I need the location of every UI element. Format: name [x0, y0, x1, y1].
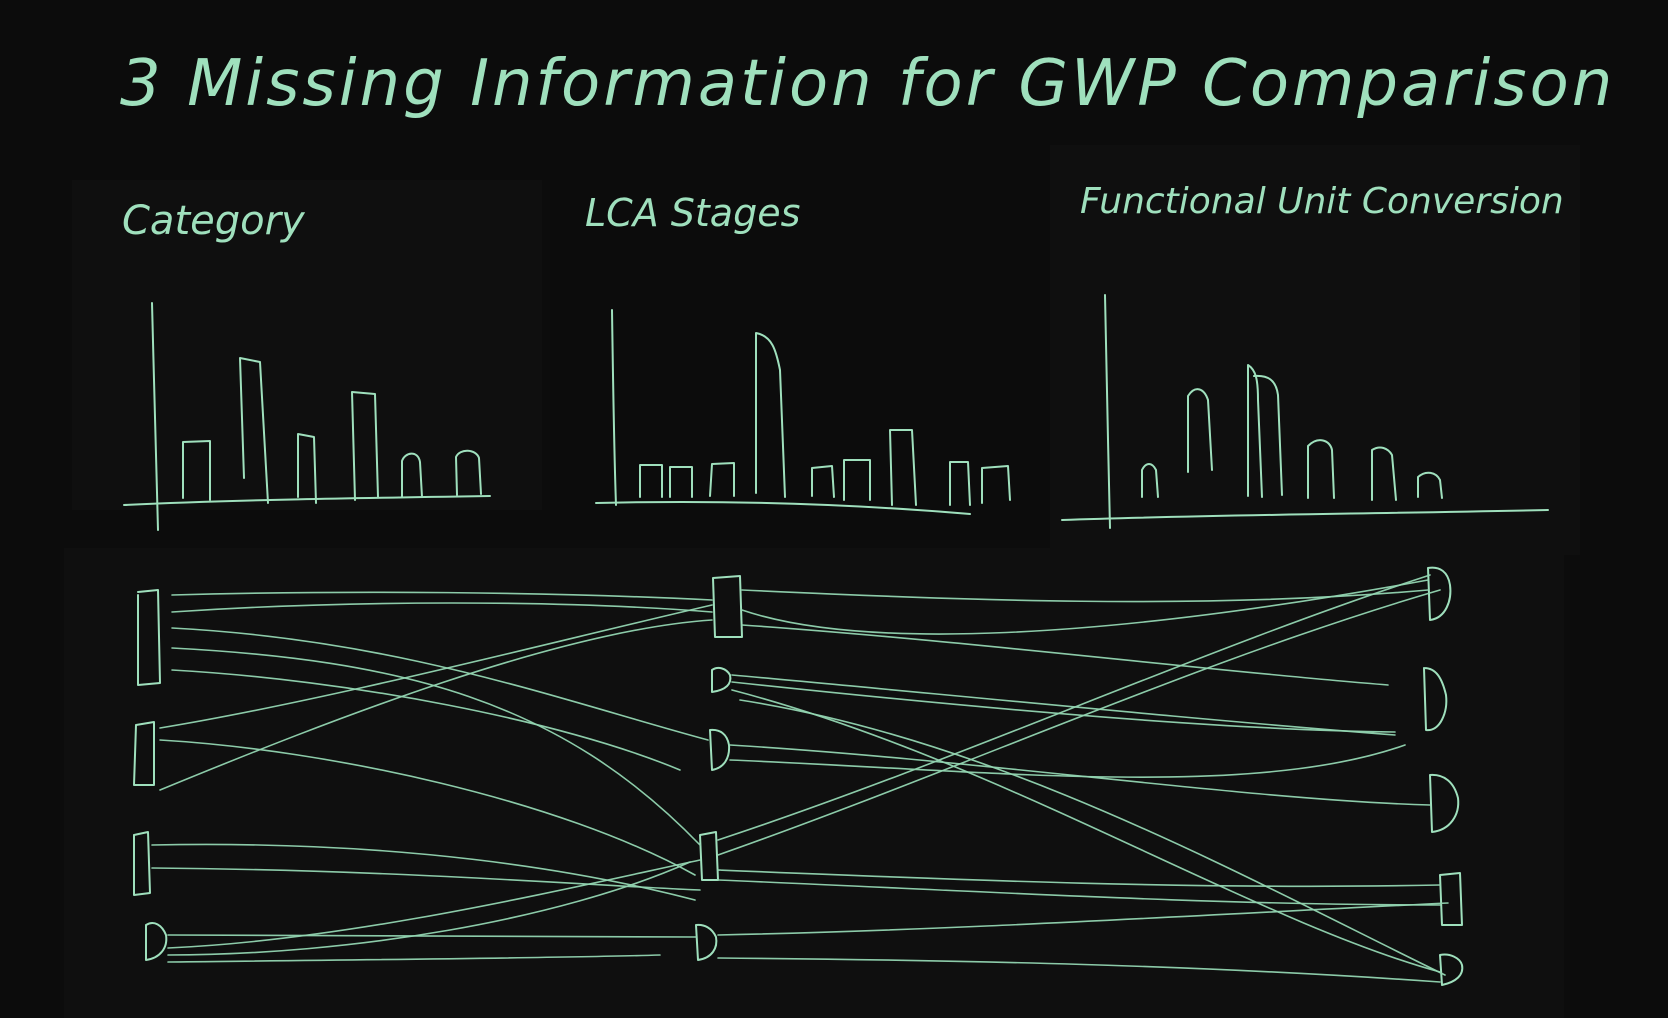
lca-bar-9 — [981, 465, 1011, 504]
middle-node-2 — [711, 666, 732, 693]
middle-node-1 — [712, 575, 743, 638]
flow-middle4-right1b — [717, 589, 1441, 856]
lca-bar-2 — [669, 466, 693, 498]
right-node-4 — [1439, 872, 1463, 926]
flow-left1-middle3b — [171, 669, 681, 771]
category-histogram-y-axis — [151, 302, 159, 531]
category-bar-3 — [297, 433, 317, 504]
flow-middle2-right5 — [731, 689, 1441, 973]
flow-left2-middle1b — [159, 619, 713, 791]
flow-left2-middle1 — [159, 604, 713, 729]
flow-middle5-right4 — [717, 902, 1449, 936]
functional-histogram-x-axis — [1061, 509, 1549, 521]
category-histogram-x-axis — [123, 495, 491, 506]
functional-bar-2 — [1187, 388, 1213, 473]
left-node-2 — [133, 721, 155, 786]
functional-bar-6 — [1371, 446, 1397, 501]
flow-middle2-right2 — [731, 674, 1396, 736]
right-node-5 — [1439, 953, 1464, 986]
lca-bar-3 — [709, 462, 735, 497]
flow-diagram — [133, 566, 1464, 986]
functional-bar-4 — [1253, 374, 1283, 496]
functional-histogram-y-axis — [1104, 294, 1111, 529]
lca-stages-histogram — [595, 309, 1011, 515]
flow-left1-middle1 — [171, 591, 713, 601]
section-label-lca-stages: LCA Stages — [585, 191, 800, 235]
lca-histogram-y-axis — [611, 309, 617, 506]
flow-middle4-right4b — [717, 879, 1441, 906]
flow-left2-middle4 — [159, 739, 696, 876]
left-node-3 — [133, 831, 151, 896]
middle-node-5 — [695, 923, 718, 961]
section-label-category: Category — [122, 198, 306, 244]
flow-middle1-right1b — [741, 579, 1429, 635]
flow-middle1-right2 — [741, 624, 1389, 686]
page-title: 3 Missing Information for GWP Comparison — [120, 47, 1615, 121]
flow-middle3-right4 — [729, 744, 1406, 778]
functional-unit-histogram — [1061, 294, 1549, 529]
functional-bar-5 — [1307, 439, 1335, 499]
upper-right-panel-shade — [1050, 145, 1580, 555]
flow-middle1-right1 — [741, 589, 1429, 603]
left-node-1 — [137, 589, 161, 686]
middle-node-4 — [699, 831, 719, 881]
category-bar-4 — [351, 391, 379, 501]
functional-bar-3 — [1247, 364, 1263, 498]
flow-middle2-right5b — [739, 699, 1446, 976]
category-histogram — [123, 302, 491, 531]
right-node-2 — [1423, 667, 1448, 732]
flow-middle3-right3 — [729, 744, 1431, 806]
lca-bar-4 — [755, 332, 786, 498]
flow-left4-middle4 — [167, 859, 701, 949]
lca-bar-1 — [639, 464, 663, 498]
flow-left4-middle5 — [167, 934, 697, 938]
functional-bar-7 — [1417, 471, 1443, 499]
lca-histogram-x-axis — [595, 500, 971, 515]
flow-left4-bottom — [167, 954, 661, 963]
lca-bar-6 — [843, 459, 871, 501]
category-bar-6 — [455, 449, 482, 496]
category-bar-1 — [182, 440, 211, 501]
flow-middle5-right5 — [717, 957, 1441, 983]
functional-bar-1 — [1141, 463, 1159, 498]
category-bar-2 — [239, 357, 269, 504]
flow-middle2-right3 — [731, 681, 1396, 733]
right-node-1 — [1427, 566, 1452, 621]
upper-panel-shade — [72, 180, 542, 510]
flow-middle4-right4 — [717, 869, 1441, 888]
lca-bar-7 — [889, 429, 917, 506]
section-label-functional-unit: Functional Unit Conversion — [1080, 181, 1564, 222]
category-bar-5 — [401, 452, 423, 498]
lca-bar-5 — [811, 465, 835, 498]
flow-middle4-right1 — [717, 574, 1431, 841]
flow-left3-middle5b — [151, 867, 701, 891]
flow-left1-middle1b — [171, 602, 713, 613]
flow-left4-middle4b — [167, 861, 691, 956]
left-node-4 — [145, 922, 168, 961]
middle-node-3 — [709, 728, 731, 771]
flow-left1-middle4 — [171, 647, 701, 846]
lca-bar-8 — [949, 461, 971, 506]
right-node-3 — [1429, 773, 1460, 833]
